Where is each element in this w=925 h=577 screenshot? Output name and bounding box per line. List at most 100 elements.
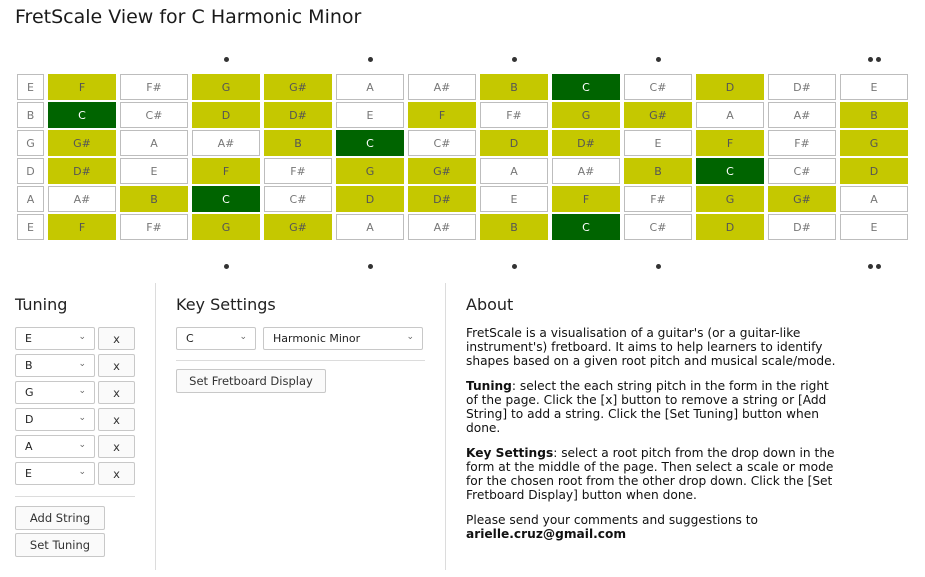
fret-cell: C#: [624, 74, 692, 100]
root-pitch-select[interactable]: C ⌄: [176, 327, 256, 350]
page-title: FretScale View for C Harmonic Minor: [15, 6, 362, 28]
dot-icon: [223, 56, 229, 62]
inlay-marker: [336, 54, 404, 64]
fret-cell-scale: G: [840, 130, 908, 156]
fret-cell-scale: D#: [48, 158, 116, 184]
fret-cell-scale: G#: [408, 158, 476, 184]
inlay-marker: [840, 54, 908, 64]
dot-icon: [875, 56, 881, 62]
fret-cell-scale: G: [192, 214, 260, 240]
remove-string-button[interactable]: x: [98, 354, 135, 377]
string-pitch-select[interactable]: E ⌄: [15, 327, 95, 350]
fret-cell: D#: [768, 74, 836, 100]
dot-icon: [867, 56, 873, 62]
chevron-down-icon: ⌄: [78, 440, 86, 450]
dot-icon: [223, 263, 229, 269]
fret-cell: A: [336, 74, 404, 100]
string-pitch-value: E: [25, 467, 32, 480]
fret-cell-root: C: [696, 158, 764, 184]
fret-cell-root: C: [192, 186, 260, 212]
fret-cell: F#: [264, 158, 332, 184]
about-text: FretScale is a visualisation of a guitar…: [466, 326, 836, 552]
fret-cell-scale: G#: [48, 130, 116, 156]
fret-cell: D#: [768, 214, 836, 240]
open-string-cell: G: [17, 130, 44, 156]
fret-cell-root: C: [552, 74, 620, 100]
fret-cell: A: [696, 102, 764, 128]
fret-cell: F#: [768, 130, 836, 156]
fret-cell-scale: G#: [624, 102, 692, 128]
remove-string-button[interactable]: x: [98, 462, 135, 485]
fret-cell-scale: D#: [552, 130, 620, 156]
remove-string-button[interactable]: x: [98, 381, 135, 404]
inlay-marker: [480, 54, 548, 64]
fret-cell-scale: D: [696, 74, 764, 100]
string-pitch-value: B: [25, 359, 33, 372]
fret-cell-root: C: [48, 102, 116, 128]
string-pitch-select[interactable]: B ⌄: [15, 354, 95, 377]
inlay-marker: [192, 54, 260, 64]
fret-cell: F#: [624, 186, 692, 212]
contact-email: arielle.cruz@gmail.com: [466, 527, 627, 541]
fret-cell-scale: F: [192, 158, 260, 184]
fret-cell: C#: [408, 130, 476, 156]
dot-icon: [655, 56, 661, 62]
fret-cell: F#: [120, 74, 188, 100]
fret-cell-scale: D#: [408, 186, 476, 212]
string-pitch-select[interactable]: D ⌄: [15, 408, 95, 431]
fret-cell: A: [336, 214, 404, 240]
open-string-cell: D: [17, 158, 44, 184]
open-string-cell: A: [17, 186, 44, 212]
fret-cell: A#: [408, 214, 476, 240]
add-string-button[interactable]: Add String: [15, 506, 105, 530]
inlay-marker: [624, 261, 692, 271]
fret-cell-root: C: [336, 130, 404, 156]
chevron-down-icon: ⌄: [78, 332, 86, 342]
remove-string-button[interactable]: x: [98, 435, 135, 458]
chevron-down-icon: ⌄: [406, 332, 414, 342]
dot-icon: [367, 263, 373, 269]
fret-cell-scale: B: [840, 102, 908, 128]
scale-select[interactable]: Harmonic Minor ⌄: [263, 327, 423, 350]
column-divider-right: [445, 283, 446, 570]
string-pitch-select[interactable]: E ⌄: [15, 462, 95, 485]
fret-cell-scale: F: [48, 74, 116, 100]
chevron-down-icon: ⌄: [78, 386, 86, 396]
fret-cell-scale: G#: [768, 186, 836, 212]
fret-cell: E: [624, 130, 692, 156]
about-tuning-text: : select the each string pitch in the fo…: [466, 379, 829, 435]
string-pitch-value: D: [25, 413, 34, 426]
dot-icon: [655, 263, 661, 269]
dot-icon: [367, 56, 373, 62]
set-fretboard-display-button[interactable]: Set Fretboard Display: [176, 369, 326, 393]
column-divider-left: [155, 283, 156, 570]
set-tuning-button[interactable]: Set Tuning: [15, 533, 105, 557]
inlay-marker: [840, 261, 908, 271]
fret-cell-scale: F: [696, 130, 764, 156]
fret-cell-scale: G#: [264, 214, 332, 240]
fret-cell: E: [840, 74, 908, 100]
fret-cell: E: [840, 214, 908, 240]
string-pitch-value: G: [25, 386, 34, 399]
remove-string-button[interactable]: x: [98, 408, 135, 431]
fret-cell: E: [120, 158, 188, 184]
about-contact-paragraph: Please send your comments and suggestion…: [466, 513, 836, 541]
dot-icon: [875, 263, 881, 269]
fret-cell: A#: [408, 74, 476, 100]
chevron-down-icon: ⌄: [78, 467, 86, 477]
fret-cell-scale: G: [696, 186, 764, 212]
fret-cell-scale: D: [336, 186, 404, 212]
string-pitch-select[interactable]: A ⌄: [15, 435, 95, 458]
dot-icon: [511, 56, 517, 62]
string-pitch-value: E: [25, 332, 32, 345]
fret-cell-scale: B: [480, 74, 548, 100]
scale-value: Harmonic Minor: [273, 332, 361, 345]
tuning-divider: [15, 496, 135, 497]
string-pitch-select[interactable]: G ⌄: [15, 381, 95, 404]
about-key-term: Key Settings: [466, 446, 554, 460]
remove-string-button[interactable]: x: [98, 327, 135, 350]
about-heading: About: [466, 295, 514, 314]
fret-cell: A: [120, 130, 188, 156]
fret-cell: E: [480, 186, 548, 212]
fret-cell: E: [336, 102, 404, 128]
